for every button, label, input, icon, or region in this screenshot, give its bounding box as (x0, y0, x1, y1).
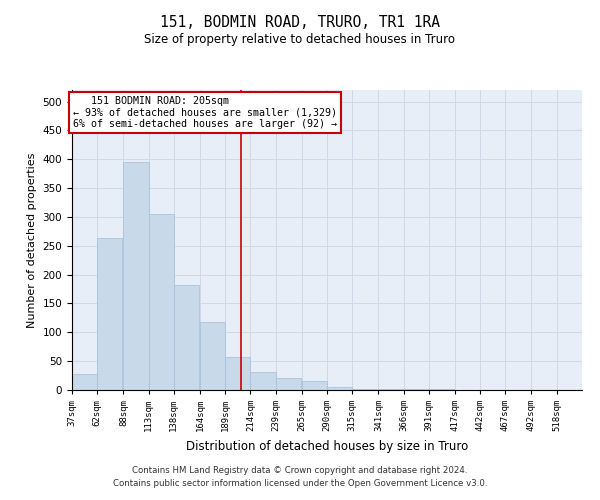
Text: 151, BODMIN ROAD, TRURO, TR1 1RA: 151, BODMIN ROAD, TRURO, TR1 1RA (160, 15, 440, 30)
Bar (250, 372, 275, 390)
Bar (327, 387, 352, 390)
Text: 151 BODMIN ROAD: 205sqm
← 93% of detached houses are smaller (1,329)
6% of semi-: 151 BODMIN ROAD: 205sqm ← 93% of detache… (73, 96, 337, 129)
Text: Contains HM Land Registry data © Crown copyright and database right 2024.
Contai: Contains HM Land Registry data © Crown c… (113, 466, 487, 487)
Bar (149, 214, 174, 390)
Bar (200, 322, 225, 390)
Bar (302, 382, 327, 390)
X-axis label: Distribution of detached houses by size in Truro: Distribution of detached houses by size … (186, 440, 468, 452)
Text: Size of property relative to detached houses in Truro: Size of property relative to detached ho… (145, 32, 455, 46)
Bar (124, 162, 149, 390)
Bar (275, 378, 301, 390)
Y-axis label: Number of detached properties: Number of detached properties (27, 152, 37, 328)
Bar (225, 357, 250, 390)
Bar (174, 285, 199, 390)
Bar (97, 238, 122, 390)
Bar (352, 389, 377, 390)
Bar (72, 374, 97, 390)
